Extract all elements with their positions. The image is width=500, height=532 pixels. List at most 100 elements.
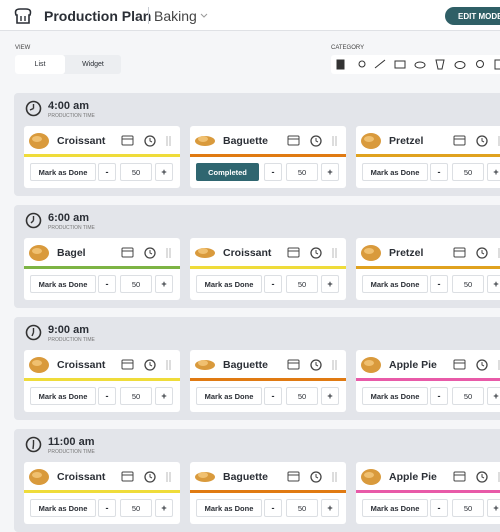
- card-icons: [452, 470, 500, 484]
- action-button[interactable]: Mark as Done: [196, 387, 262, 405]
- minus-button[interactable]: -: [430, 499, 448, 517]
- plus-button[interactable]: +: [487, 163, 500, 181]
- edit-mode-button[interactable]: EDIT MODE: [445, 7, 500, 25]
- product-name: Croissant: [57, 359, 106, 371]
- plus-button[interactable]: +: [321, 163, 339, 181]
- product-image: [359, 465, 383, 487]
- product-image-svg: [361, 245, 381, 261]
- separator: [148, 7, 149, 24]
- card-icons-svg: [121, 135, 171, 147]
- card-icons-svg: [287, 247, 337, 259]
- plus-button[interactable]: +: [321, 275, 339, 293]
- plus-button[interactable]: +: [321, 387, 339, 405]
- plus-button[interactable]: +: [487, 387, 500, 405]
- product-image-svg: [361, 133, 381, 149]
- clock-icon-svg: [25, 324, 42, 341]
- minus-button[interactable]: -: [98, 163, 116, 181]
- action-button[interactable]: Mark as Done: [362, 387, 428, 405]
- minus-button[interactable]: -: [430, 275, 448, 293]
- quantity-input[interactable]: 50: [286, 499, 318, 517]
- category-color-bar: [24, 154, 180, 157]
- quantity-input[interactable]: 50: [120, 499, 152, 517]
- product-image-svg: [195, 248, 215, 258]
- plus-button[interactable]: +: [321, 499, 339, 517]
- quantity-input[interactable]: 50: [452, 163, 484, 181]
- card-icons: [120, 246, 176, 260]
- card-icons-svg: [121, 247, 171, 259]
- header: Production Plan Baking EDIT MODE: [0, 0, 500, 31]
- plus-button[interactable]: +: [155, 275, 173, 293]
- category-bar: [331, 55, 500, 74]
- card-icons-svg: [121, 359, 171, 371]
- product-image-svg: [195, 136, 215, 146]
- action-button[interactable]: Mark as Done: [196, 275, 262, 293]
- clock-icon-svg: [25, 212, 42, 229]
- category-label: CATEGORY: [331, 45, 365, 51]
- minus-button[interactable]: -: [430, 387, 448, 405]
- card-icons-svg: [121, 471, 171, 483]
- action-button[interactable]: Mark as Done: [30, 275, 96, 293]
- product-image: [193, 241, 217, 263]
- quantity-input[interactable]: 50: [452, 275, 484, 293]
- quantity-input[interactable]: 50: [286, 163, 318, 181]
- page-title: Production Plan: [44, 8, 152, 24]
- action-button[interactable]: Mark as Done: [30, 387, 96, 405]
- product-name: Pretzel: [389, 135, 424, 147]
- quantity-input[interactable]: 50: [120, 275, 152, 293]
- minus-button[interactable]: -: [430, 163, 448, 181]
- product-name: Apple Pie: [389, 471, 437, 483]
- minus-button[interactable]: -: [264, 163, 282, 181]
- minus-button[interactable]: -: [98, 499, 116, 517]
- category-color-bar: [190, 154, 346, 157]
- category-icons[interactable]: [331, 55, 500, 74]
- action-button[interactable]: Mark as Done: [30, 499, 96, 517]
- card-icons: [120, 134, 176, 148]
- plus-button[interactable]: +: [155, 387, 173, 405]
- product-name: Baguette: [223, 471, 268, 483]
- plus-button[interactable]: +: [155, 163, 173, 181]
- category-color-bar: [24, 378, 180, 381]
- card-icons: [452, 246, 500, 260]
- clock-icon-svg: [25, 100, 42, 117]
- plus-button[interactable]: +: [487, 275, 500, 293]
- clock-icon-svg: [25, 436, 42, 453]
- card-icons: [286, 246, 342, 260]
- slot-time: 9:00 am: [48, 324, 89, 336]
- quantity-input[interactable]: 50: [452, 387, 484, 405]
- action-button[interactable]: Mark as Done: [196, 499, 262, 517]
- card-icons-svg: [287, 471, 337, 483]
- minus-button[interactable]: -: [98, 387, 116, 405]
- action-button[interactable]: Mark as Done: [362, 275, 428, 293]
- slot-caption: PRODUCTION TIME: [48, 449, 95, 455]
- quantity-input[interactable]: 50: [452, 499, 484, 517]
- card-icons-svg: [453, 135, 500, 147]
- action-button[interactable]: Mark as Done: [30, 163, 96, 181]
- quantity-input[interactable]: 50: [286, 387, 318, 405]
- product-image-svg: [195, 472, 215, 482]
- product-name: Croissant: [223, 247, 272, 259]
- card-icons-svg: [453, 471, 500, 483]
- widget-toggle[interactable]: Widget: [82, 61, 104, 68]
- category-color-bar: [356, 154, 500, 157]
- subtitle-dropdown[interactable]: Baking: [154, 8, 197, 24]
- card-icons: [120, 470, 176, 484]
- plus-button[interactable]: +: [155, 499, 173, 517]
- product-image-svg: [29, 357, 49, 373]
- plus-button[interactable]: +: [487, 499, 500, 517]
- action-button[interactable]: Mark as Done: [362, 163, 428, 181]
- action-button[interactable]: Completed: [196, 163, 259, 181]
- card-icons: [452, 358, 500, 372]
- list-toggle[interactable]: List: [15, 55, 65, 74]
- product-image: [27, 353, 51, 375]
- minus-button[interactable]: -: [264, 499, 282, 517]
- action-button[interactable]: Mark as Done: [362, 499, 428, 517]
- product-image: [193, 353, 217, 375]
- view-label: VIEW: [15, 45, 31, 51]
- quantity-input[interactable]: 50: [120, 387, 152, 405]
- minus-button[interactable]: -: [98, 275, 116, 293]
- quantity-input[interactable]: 50: [120, 163, 152, 181]
- minus-button[interactable]: -: [264, 387, 282, 405]
- quantity-input[interactable]: 50: [286, 275, 318, 293]
- minus-button[interactable]: -: [264, 275, 282, 293]
